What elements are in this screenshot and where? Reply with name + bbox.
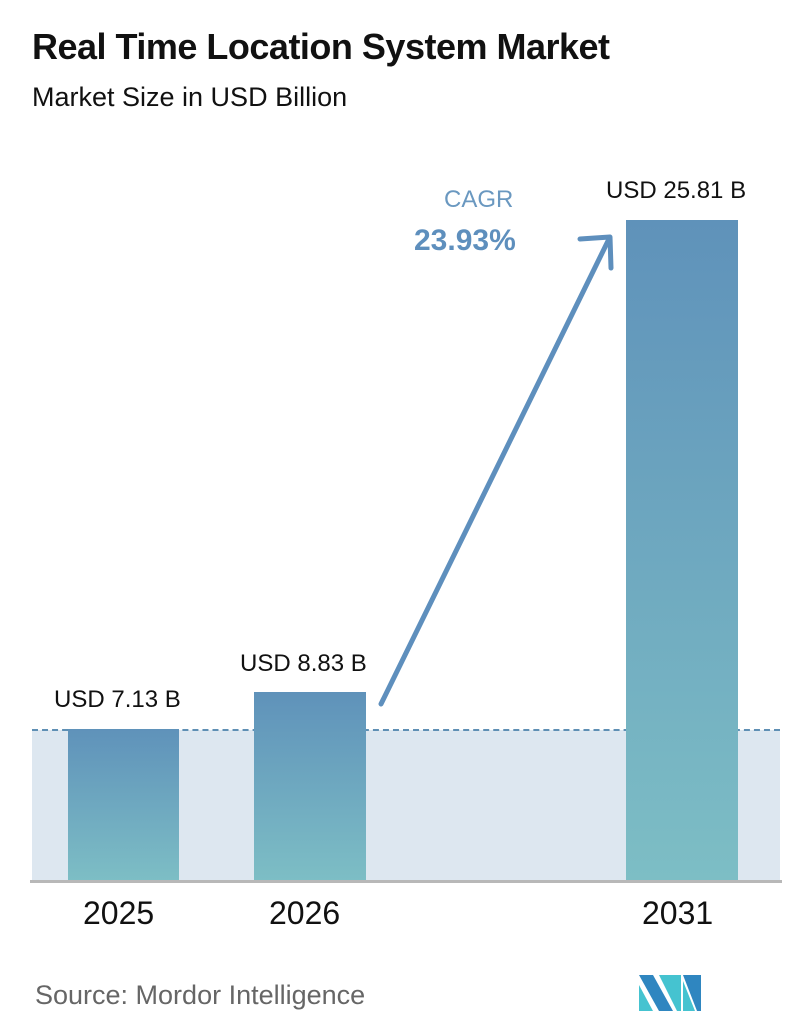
value-label-2031: USD 25.81 B [606, 177, 747, 204]
chart-subtitle: Market Size in USD Billion [32, 82, 348, 112]
cagr-label: CAGR [444, 186, 514, 213]
chart-title: Real Time Location System Market [32, 26, 610, 67]
value-label-2025: USD 7.13 B [54, 686, 181, 713]
bar-2031 [626, 220, 738, 881]
mordor-intelligence-logo-icon [639, 975, 701, 1011]
source-text: Source: Mordor Intelligence [35, 980, 366, 1010]
x-tick-2025: 2025 [83, 895, 155, 931]
value-label-2026: USD 8.83 B [240, 650, 367, 677]
bar-2025 [68, 729, 179, 881]
x-axis-line [30, 880, 782, 883]
bar-2026 [254, 692, 366, 881]
x-tick-2031: 2031 [642, 895, 714, 931]
x-tick-2026: 2026 [269, 895, 341, 931]
cagr-value: 23.93% [414, 224, 516, 257]
baseline-dashed-line [32, 729, 780, 731]
